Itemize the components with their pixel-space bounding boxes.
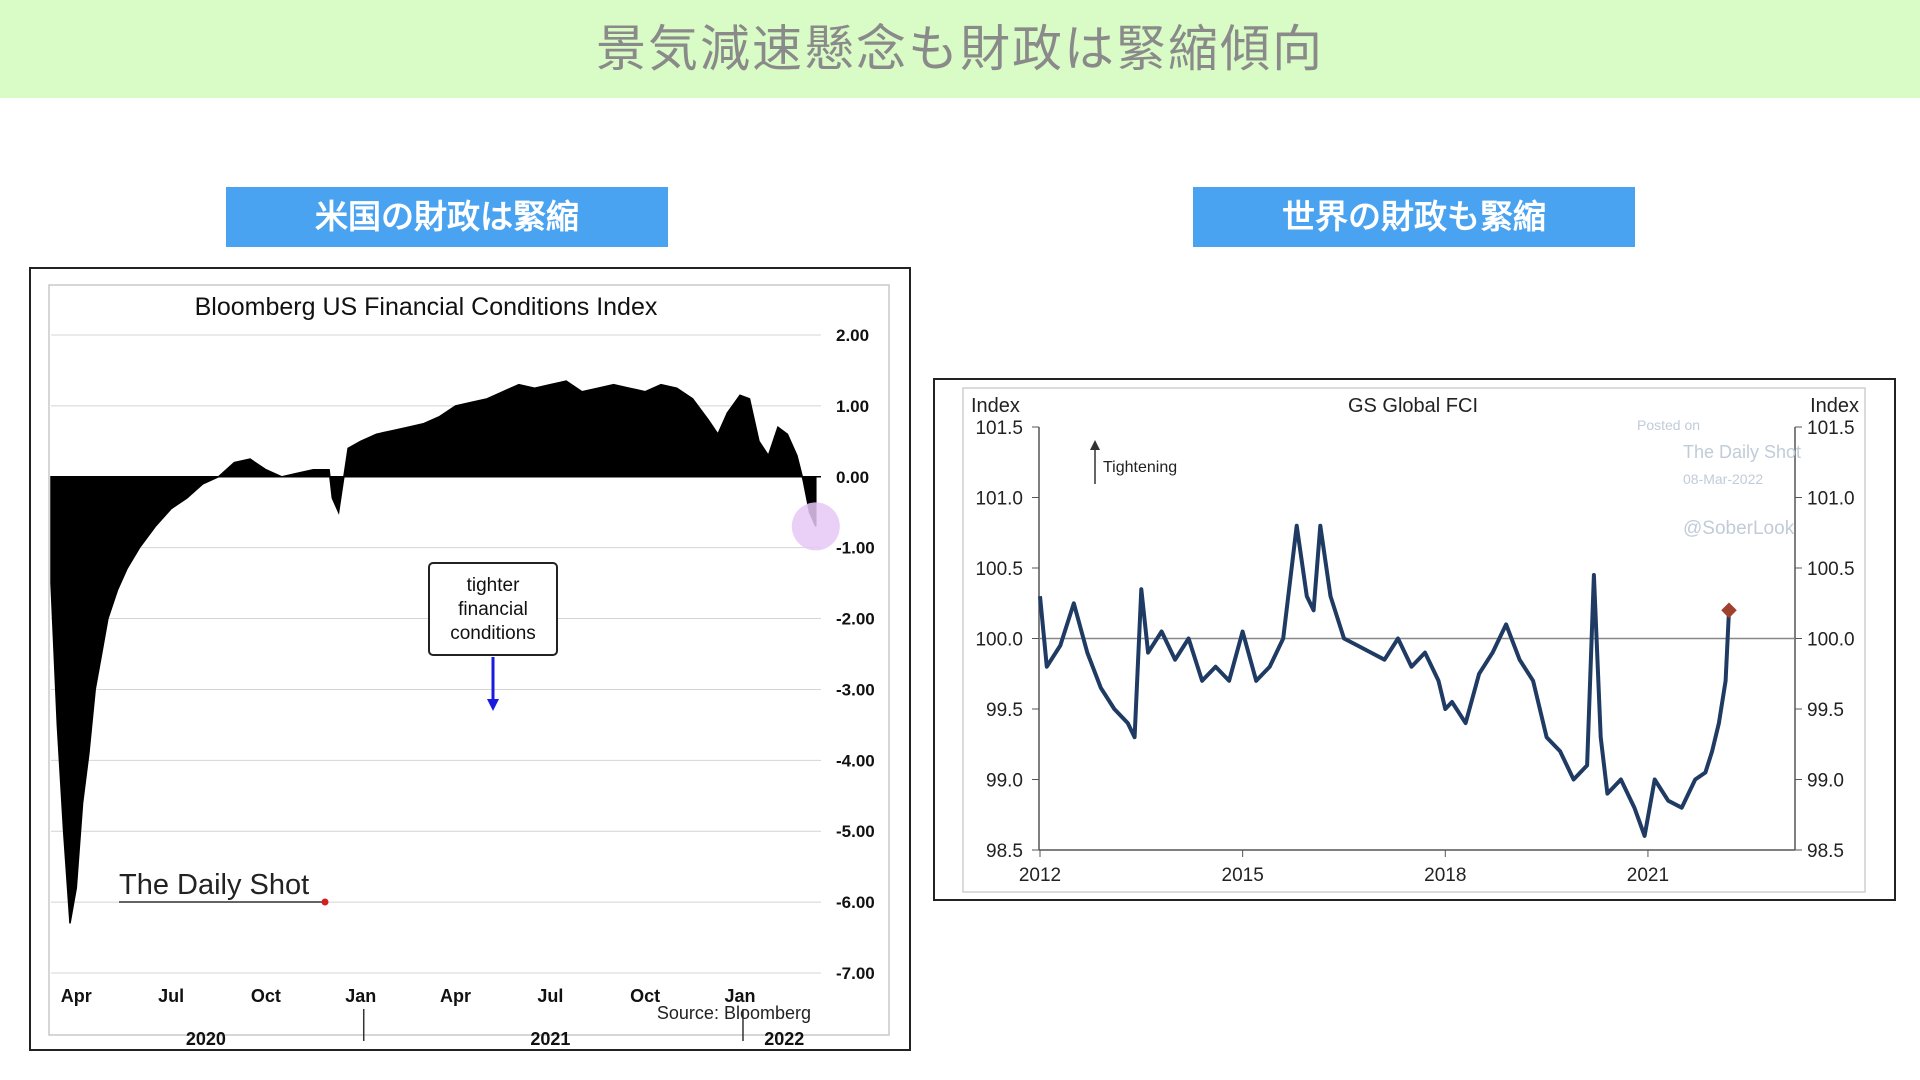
tightening-label: Tightening bbox=[1103, 459, 1177, 476]
x-month-label: Jul bbox=[537, 986, 563, 1006]
x-month-label: Oct bbox=[251, 986, 281, 1006]
y-tick-label-left: 99.0 bbox=[986, 771, 1023, 792]
annotation-line-3: conditions bbox=[450, 623, 536, 644]
watermark-dot bbox=[321, 898, 329, 906]
latest-value-marker bbox=[1721, 602, 1737, 619]
annotation-box bbox=[428, 562, 558, 656]
y-tick-label: -6.00 bbox=[836, 893, 875, 912]
y-tick-label-right: 99.0 bbox=[1807, 771, 1844, 792]
plot-border bbox=[962, 387, 1866, 893]
watermark-posted: Posted on bbox=[1637, 417, 1700, 433]
y-tick-label: -1.00 bbox=[836, 539, 875, 558]
y-axis-label-left: Index bbox=[971, 395, 1020, 417]
y-tick-label: -5.00 bbox=[836, 822, 875, 841]
us-fci-chart-frame: Bloomberg US Financial Conditions Index … bbox=[29, 267, 911, 1051]
watermark-site: The Daily Shot bbox=[1683, 442, 1801, 462]
x-month-label: Apr bbox=[440, 986, 471, 1006]
y-tick-label-left: 100.0 bbox=[975, 630, 1023, 651]
x-year-label: 2021 bbox=[530, 1029, 570, 1049]
y-tick-label-right: 101.0 bbox=[1807, 489, 1855, 510]
gs-fci-chart: GS Global FCI Index Index 101.5 101.5 101.… bbox=[962, 387, 1866, 893]
y-tick-label: 1.00 bbox=[836, 397, 869, 416]
x-month-label: Oct bbox=[630, 986, 660, 1006]
watermark-date: 08-Mar-2022 bbox=[1683, 471, 1763, 487]
us-fci-chart: Bloomberg US Financial Conditions Index … bbox=[48, 284, 890, 1049]
y-tick-label: -4.00 bbox=[836, 751, 875, 770]
x-year-label: 2022 bbox=[764, 1029, 804, 1049]
gs-fci-chart-frame: GS Global FCI Index Index 101.5 101.5 101.… bbox=[933, 378, 1896, 901]
plot-border bbox=[48, 284, 890, 1036]
x-tick-label: 2012 bbox=[1019, 865, 1061, 886]
x-tick-label: 2018 bbox=[1424, 865, 1466, 886]
x-tick-label: 2015 bbox=[1222, 865, 1264, 886]
y-tick-label-right: 100.0 bbox=[1807, 630, 1855, 651]
watermark-handle: @SoberLook bbox=[1683, 518, 1795, 539]
y-tick-label-left: 98.5 bbox=[986, 841, 1023, 862]
y-tick-label-right: 99.5 bbox=[1807, 700, 1844, 721]
header-banner bbox=[0, 0, 1920, 98]
x-month-label: Jul bbox=[158, 986, 184, 1006]
x-month-label: Apr bbox=[61, 986, 92, 1006]
y-tick-label-left: 101.0 bbox=[975, 489, 1023, 510]
us-fiscal-label: 米国の財政は緊縮 bbox=[226, 187, 668, 247]
x-tick-label: 2021 bbox=[1627, 865, 1669, 886]
page-title: 景気減速懸念も財政は緊縮傾向 bbox=[596, 20, 1324, 78]
y-tick-label: -2.00 bbox=[836, 610, 875, 629]
chart-title: Bloomberg US Financial Conditions Index bbox=[195, 293, 658, 321]
daily-shot-watermark: The Daily Shot bbox=[119, 869, 309, 901]
annotation-arrowhead bbox=[487, 699, 499, 711]
y-tick-label: 2.00 bbox=[836, 326, 869, 345]
x-month-label: Jan bbox=[345, 986, 376, 1006]
y-tick-label-left: 99.5 bbox=[986, 700, 1023, 721]
global-fiscal-label: 世界の財政も緊縮 bbox=[1193, 187, 1635, 247]
source-label: Source: Bloomberg bbox=[657, 1003, 811, 1023]
x-month-label: Jan bbox=[724, 986, 755, 1006]
y-tick-label: -7.00 bbox=[836, 964, 875, 983]
y-tick-label-left: 101.5 bbox=[975, 418, 1023, 439]
series-line bbox=[1038, 523, 1731, 838]
y-tick-label-right: 100.5 bbox=[1807, 559, 1855, 580]
annotation-line-2: financial bbox=[458, 599, 528, 620]
y-tick-label-left: 100.5 bbox=[975, 559, 1023, 580]
annotation-line-1: tighter bbox=[467, 575, 520, 596]
y-tick-label: 0.00 bbox=[836, 468, 869, 487]
highlight-circle bbox=[791, 502, 840, 551]
series-area bbox=[50, 380, 817, 924]
chart-title: GS Global FCI bbox=[1348, 395, 1478, 417]
y-tick-label-right: 101.5 bbox=[1807, 418, 1855, 439]
x-year-label: 2020 bbox=[186, 1029, 226, 1049]
y-tick-label: -3.00 bbox=[836, 680, 875, 699]
tightening-arrowhead bbox=[1090, 440, 1100, 450]
y-tick-label-right: 98.5 bbox=[1807, 841, 1844, 862]
y-axis-label-right: Index bbox=[1810, 395, 1859, 417]
